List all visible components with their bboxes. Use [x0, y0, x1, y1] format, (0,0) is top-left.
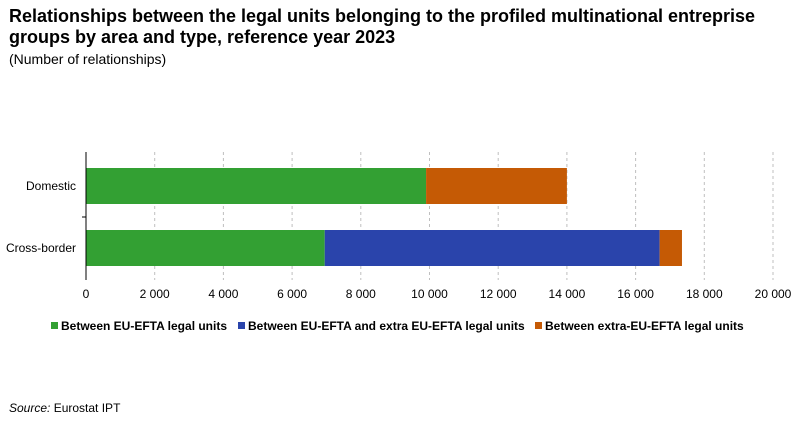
- legend-label: Between EU-EFTA legal units: [61, 319, 227, 333]
- legend-item: Between EU-EFTA and extra EU-EFTA legal …: [238, 319, 525, 333]
- category-label: Domestic: [26, 179, 76, 193]
- x-tick-label: 0: [83, 287, 90, 301]
- x-axis-ticks: 0 2 000 4 000 6 000 8 000 10 000 12 000 14 000 1…: [83, 287, 792, 301]
- bar-segment: [426, 168, 567, 204]
- x-tick-label: 18 000: [686, 287, 723, 301]
- x-tick-label: 2 000: [140, 287, 170, 301]
- legend-item: Between EU-EFTA legal units: [51, 319, 227, 333]
- source-label: Source:: [9, 401, 51, 415]
- x-tick-label: 6 000: [277, 287, 307, 301]
- bar-segment: [659, 230, 682, 266]
- bar-segment: [86, 168, 427, 204]
- source-text: Eurostat IPT: [53, 401, 121, 415]
- legend-item: Between extra-EU-EFTA legal units: [535, 319, 744, 333]
- x-tick-label: 20 000: [755, 287, 792, 301]
- chart-subtitle: (Number of relationships): [9, 51, 167, 67]
- x-tick-label: 4 000: [208, 287, 238, 301]
- x-tick-label: 16 000: [617, 287, 654, 301]
- x-tick-label: 12 000: [480, 287, 517, 301]
- y-axis: Domestic Cross-border: [6, 152, 87, 280]
- x-tick-label: 8 000: [346, 287, 376, 301]
- legend-swatch: [535, 322, 542, 329]
- x-tick-label: 10 000: [411, 287, 448, 301]
- bar-chart: Domestic Cross-border 0 2 000 4 000 6 000 8 0…: [6, 152, 792, 333]
- legend-label: Between EU-EFTA and extra EU-EFTA legal …: [248, 319, 525, 333]
- source-note: Source: Eurostat IPT: [9, 401, 120, 415]
- legend-swatch: [238, 322, 245, 329]
- category-label: Cross-border: [6, 241, 76, 255]
- legend: Between EU-EFTA legal units Between EU-EF…: [51, 319, 744, 333]
- legend-label: Between extra-EU-EFTA legal units: [545, 319, 744, 333]
- bar-segment: [86, 230, 325, 266]
- bar-group: [86, 168, 682, 266]
- bar-segment: [324, 230, 660, 266]
- legend-swatch: [51, 322, 58, 329]
- x-tick-label: 14 000: [549, 287, 586, 301]
- chart-title: Relationships between the legal units be…: [9, 6, 756, 47]
